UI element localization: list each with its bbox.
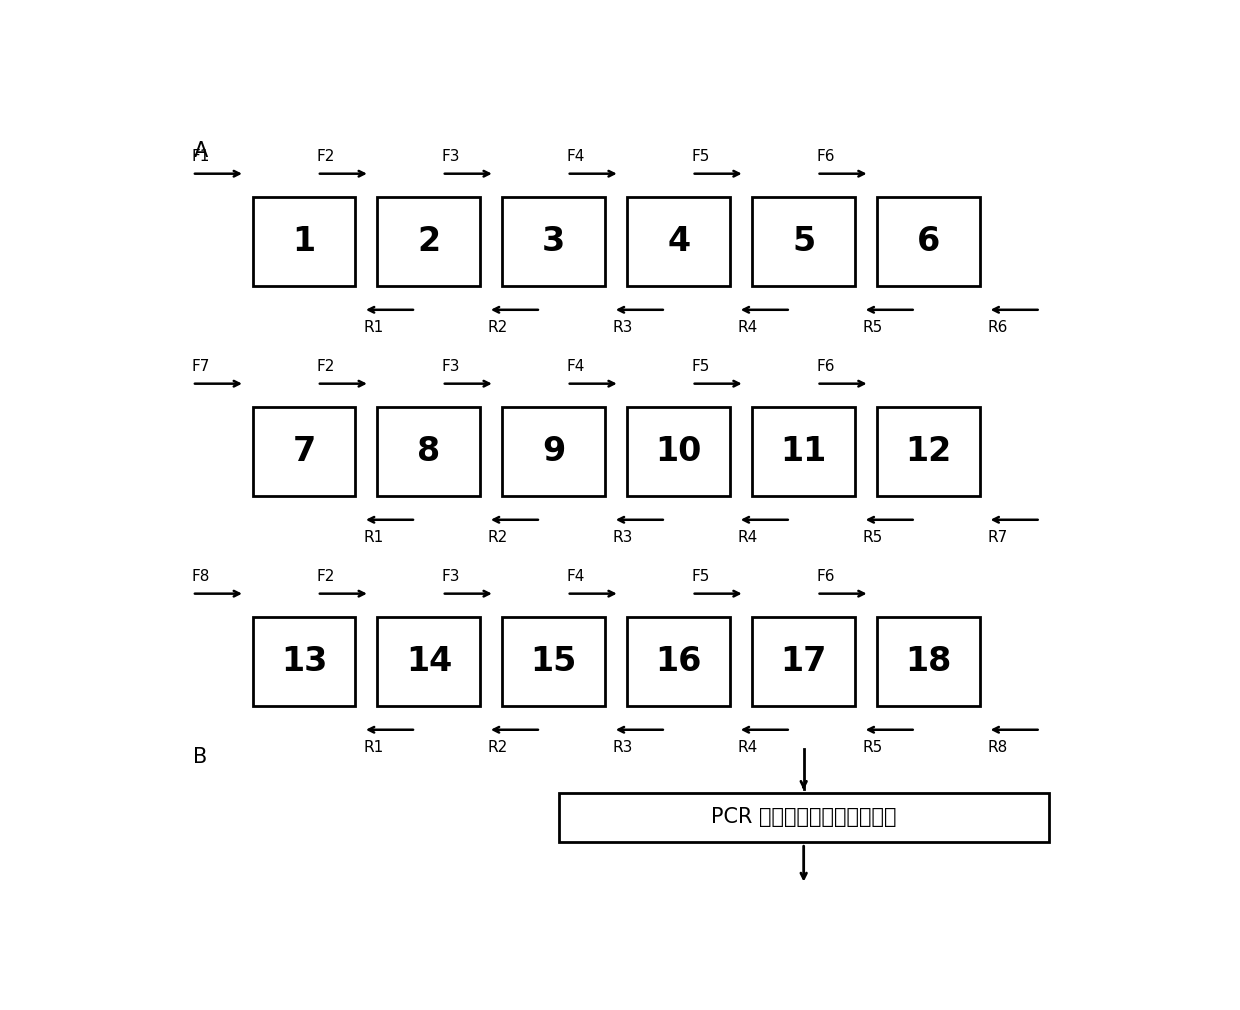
Text: 10: 10 [656,435,702,469]
Text: R5: R5 [863,740,883,754]
Text: F6: F6 [817,569,836,584]
Bar [253,197,356,287]
Text: 13: 13 [280,645,327,678]
Text: F7: F7 [192,359,211,374]
Bar [377,617,480,706]
Text: 4: 4 [667,225,691,259]
Text: F4: F4 [567,569,585,584]
Text: 17: 17 [780,645,827,678]
Bar [877,407,980,497]
Bar [502,407,605,497]
Text: 12: 12 [905,435,952,469]
Text: F5: F5 [692,148,711,164]
Text: R7: R7 [988,530,1008,544]
Text: R3: R3 [613,320,634,335]
Text: A: A [193,140,207,161]
Text: R2: R2 [489,320,508,335]
Text: 14: 14 [405,645,453,678]
Bar [627,197,730,287]
Text: R1: R1 [363,320,383,335]
Text: 5: 5 [792,225,816,259]
Bar [627,407,730,497]
Text: 7: 7 [293,435,316,469]
Bar [253,617,356,706]
Bar [377,197,480,287]
Bar [377,407,480,497]
Text: R5: R5 [863,530,883,544]
Bar [753,617,856,706]
Text: R1: R1 [363,740,383,754]
Bar [558,793,1049,841]
Text: F4: F4 [567,148,585,164]
Bar [253,407,356,497]
Bar [627,617,730,706]
Text: R5: R5 [863,320,883,335]
Text: 3: 3 [542,225,565,259]
Text: B: B [193,747,207,768]
Text: 15: 15 [531,645,577,678]
Text: R6: R6 [988,320,1008,335]
Text: F3: F3 [441,148,460,164]
Text: R1: R1 [363,530,383,544]
Text: F6: F6 [817,359,836,374]
Text: 2: 2 [418,225,440,259]
Bar [753,407,856,497]
Text: R8: R8 [988,740,1008,754]
Text: R2: R2 [489,740,508,754]
Text: PCR 添加酶切位点与连接接头: PCR 添加酶切位点与连接接头 [711,807,897,827]
Text: 18: 18 [905,645,952,678]
Text: R4: R4 [738,320,758,335]
Text: R4: R4 [738,740,758,754]
Text: F3: F3 [441,359,460,374]
Text: 9: 9 [542,435,565,469]
Text: F8: F8 [192,569,211,584]
Text: F6: F6 [817,148,836,164]
Bar [877,617,980,706]
Text: F1: F1 [192,148,211,164]
Text: R3: R3 [613,530,634,544]
Bar [502,617,605,706]
Text: F5: F5 [692,359,711,374]
Text: R3: R3 [613,740,634,754]
Bar [502,197,605,287]
Bar [877,197,980,287]
Text: F5: F5 [692,569,711,584]
Text: 1: 1 [293,225,315,259]
Text: 6: 6 [918,225,940,259]
Text: F2: F2 [317,569,335,584]
Text: 11: 11 [780,435,827,469]
Text: F4: F4 [567,359,585,374]
Text: R2: R2 [489,530,508,544]
Text: 16: 16 [656,645,702,678]
Bar [753,197,856,287]
Text: 8: 8 [417,435,440,469]
Text: F2: F2 [317,148,335,164]
Text: F2: F2 [317,359,335,374]
Text: R4: R4 [738,530,758,544]
Text: F3: F3 [441,569,460,584]
